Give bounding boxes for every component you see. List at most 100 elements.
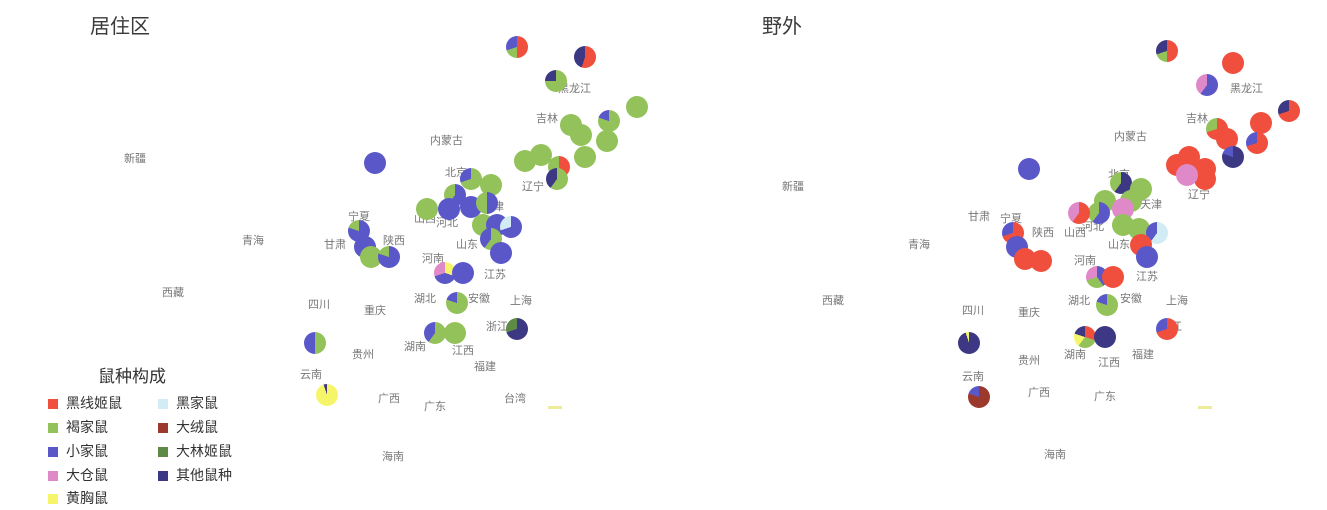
pie-marker-left-31 — [452, 262, 474, 284]
province-label-left-3: 新疆 — [124, 152, 146, 165]
pie-marker-right-26 — [1136, 246, 1158, 268]
province-label-right-1: 吉林 — [1186, 112, 1208, 125]
pie-marker-left-29 — [378, 246, 400, 268]
province-label-right-21: 重庆 — [1018, 306, 1040, 319]
pie-marker-left-36 — [304, 332, 326, 354]
province-label-right-5: 辽宁 — [1188, 188, 1210, 201]
province-label-left-15: 江苏 — [484, 268, 506, 281]
pie-marker-left-12 — [546, 168, 568, 190]
pie-marker-left-30 — [434, 262, 456, 284]
province-label-right-24: 江西 — [1098, 356, 1120, 369]
legend-item-heixian: 黑线姬鼠 — [48, 395, 122, 413]
province-label-left-27: 云南 — [300, 368, 322, 381]
province-label-left-22: 浙江 — [486, 320, 508, 333]
province-label-right-0: 黑龙江 — [1230, 82, 1263, 95]
province-label-left-11: 青海 — [242, 234, 264, 247]
pie-marker-right-34 — [1156, 318, 1178, 340]
pie-marker-left-35 — [444, 322, 466, 344]
pie-marker-right-36 — [1094, 326, 1116, 348]
legend-swatch — [48, 494, 58, 504]
pie-marker-right-1 — [1222, 52, 1244, 74]
province-label-left-14: 河南 — [422, 252, 444, 265]
province-label-left-26: 福建 — [474, 360, 496, 373]
province-label-right-11: 山西 — [1064, 226, 1086, 239]
province-label-right-3: 新疆 — [782, 180, 804, 193]
legend-swatch — [48, 447, 58, 457]
province-label-right-28: 广西 — [1028, 386, 1050, 399]
legend-swatch — [48, 399, 58, 409]
pie-marker-right-21 — [1068, 202, 1090, 224]
province-label-right-20: 上海 — [1166, 294, 1188, 307]
legend-label: 大绒鼠 — [176, 420, 218, 436]
legend-title: 鼠种构成 — [98, 367, 166, 387]
legend-label: 其他鼠种 — [176, 468, 232, 484]
pie-marker-right-7 — [1246, 132, 1268, 154]
pie-marker-left-15 — [480, 174, 502, 196]
pie-marker-left-10 — [530, 144, 552, 166]
legend-swatch — [158, 423, 168, 433]
pie-marker-left-20 — [476, 192, 498, 214]
legend-swatch — [48, 471, 58, 481]
province-label-right-12: 青海 — [908, 238, 930, 251]
legend-swatch — [158, 399, 168, 409]
province-label-left-9: 甘肃 — [324, 238, 346, 251]
province-label-right-9: 甘肃 — [968, 210, 990, 223]
province-label-left-16: 西藏 — [162, 286, 184, 299]
province-label-right-7: 宁夏 — [1000, 212, 1022, 225]
residential-panel: 居住区 黑龙江吉林内蒙古新疆北京辽宁天津宁夏河北甘肃陕西青海山西山东河南江苏西藏… — [48, 14, 648, 507]
province-label-left-31: 海南 — [382, 450, 404, 463]
province-label-left-17: 四川 — [308, 298, 330, 311]
legend-label: 大林姬鼠 — [176, 444, 232, 460]
province-label-right-17: 四川 — [962, 304, 984, 317]
province-label-left-13: 山东 — [456, 238, 478, 251]
province-label-left-18: 湖北 — [414, 292, 436, 305]
legend-label: 黑家鼠 — [176, 396, 218, 412]
map-mark — [548, 406, 562, 409]
pie-marker-right-35 — [1074, 326, 1096, 348]
legend-item-darong: 大绒鼠 — [158, 419, 218, 437]
pie-marker-left-33 — [506, 318, 528, 340]
pie-marker-right-2 — [1196, 74, 1218, 96]
pie-marker-right-20 — [1088, 202, 1110, 224]
province-label-left-2: 内蒙古 — [430, 134, 463, 147]
pie-marker-right-6 — [1216, 128, 1238, 150]
pie-marker-right-0 — [1156, 40, 1178, 62]
pie-marker-left-8 — [574, 146, 596, 168]
province-label-right-23: 湖南 — [1064, 348, 1086, 361]
legend-label: 小家鼠 — [66, 444, 108, 460]
pie-marker-left-14 — [460, 168, 482, 190]
pie-marker-left-0 — [506, 36, 528, 58]
panel-title-residential: 居住区 — [90, 14, 150, 38]
province-label-left-0: 黑龙江 — [558, 82, 591, 95]
pie-marker-right-15 — [1110, 172, 1132, 194]
legend-item-xiaojia: 小家鼠 — [48, 443, 108, 461]
pie-marker-left-25 — [490, 242, 512, 264]
province-label-left-10: 陕西 — [383, 234, 405, 247]
province-label-right-16: 西藏 — [822, 294, 844, 307]
pie-marker-left-1 — [574, 46, 596, 68]
province-label-right-15: 江苏 — [1136, 270, 1158, 283]
province-label-left-23: 湖南 — [404, 340, 426, 353]
province-label-left-28: 广西 — [378, 392, 400, 405]
legend: 鼠种构成 黑线姬鼠 黑家鼠 褐家鼠 大绒鼠 小家鼠 大林姬鼠 大仓鼠 其他鼠种 … — [48, 362, 278, 507]
province-label-right-26: 福建 — [1132, 348, 1154, 361]
legend-label: 黄胸鼠 — [66, 491, 108, 507]
province-label-left-1: 吉林 — [536, 112, 558, 125]
legend-swatch — [48, 423, 58, 433]
province-label-right-18: 湖北 — [1068, 294, 1090, 307]
pie-marker-left-13 — [364, 152, 386, 174]
province-label-left-25: 贵州 — [352, 348, 374, 361]
legend-label: 褐家鼠 — [66, 420, 108, 436]
legend-item-hejia: 褐家鼠 — [48, 419, 108, 437]
pie-marker-right-13 — [1176, 164, 1198, 186]
pie-marker-left-17 — [416, 198, 438, 220]
pie-marker-right-38 — [968, 386, 990, 408]
province-label-left-30: 台湾 — [504, 392, 526, 405]
pie-marker-left-6 — [570, 124, 592, 146]
pie-marker-left-37 — [316, 384, 338, 406]
pie-marker-left-18 — [438, 198, 460, 220]
map-mark — [1198, 406, 1212, 409]
pie-marker-right-8 — [1222, 146, 1244, 168]
wild-panel: 野外 黑龙江吉林内蒙古新疆北京辽宁天津宁夏河北甘肃陕西山西青海山东河南江苏西藏四… — [700, 0, 1327, 510]
province-label-left-29: 广东 — [424, 400, 446, 413]
